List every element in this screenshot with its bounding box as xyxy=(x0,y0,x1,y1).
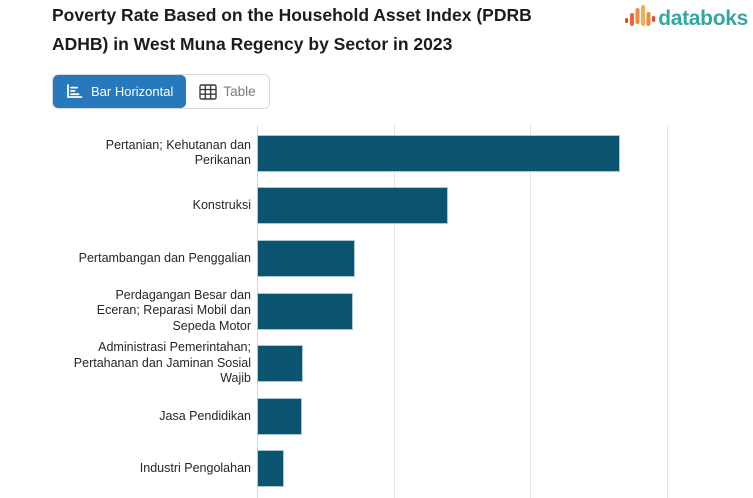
page-title: Poverty Rate Based on the Household Asse… xyxy=(52,1,612,59)
bar-track xyxy=(257,345,753,383)
bar-1[interactable] xyxy=(257,134,621,172)
bar-3[interactable] xyxy=(257,239,356,277)
bar-5[interactable] xyxy=(257,345,304,383)
horizontal-bar-chart: Pertanian; Kehutanan dan Perikanan Konstr… xyxy=(0,125,753,498)
chart-row: Administrasi Pemerintahan; Pertahanan da… xyxy=(0,337,753,390)
chart-row: Pertambangan dan Penggalian xyxy=(0,232,753,285)
bar-horizontal-view-label: Bar Horizontal xyxy=(91,84,174,99)
page-title-line-2: ADHB) in West Muna Regency by Sector in … xyxy=(52,34,453,54)
chart-row: Jasa Pendidikan xyxy=(0,390,753,443)
bar-track xyxy=(257,292,753,330)
bar-track xyxy=(257,187,753,225)
category-label: Pertanian; Kehutanan dan Perikanan xyxy=(105,137,251,168)
waveform-bars-icon xyxy=(625,5,656,32)
bar-7[interactable] xyxy=(257,450,285,488)
gridline xyxy=(530,125,532,498)
bar-track xyxy=(257,239,753,277)
view-toggle-group: Bar Horizontal Table xyxy=(52,74,270,109)
databoks-logo[interactable]: databoks xyxy=(625,5,748,32)
category-label: Pertambangan dan Penggalian xyxy=(78,250,251,265)
gridline xyxy=(393,125,395,498)
category-label: Administrasi Pemerintahan; Pertahanan da… xyxy=(73,340,251,386)
category-label: Konstruksi xyxy=(192,198,251,213)
brand-name: databoks xyxy=(658,6,748,30)
gridline xyxy=(666,125,668,498)
bar-4[interactable] xyxy=(257,292,353,330)
bar-horizontal-chart-icon xyxy=(66,84,83,99)
category-label: Perdagangan Besar dan Eceran; Reparasi M… xyxy=(96,287,251,333)
bar-6[interactable] xyxy=(257,397,303,435)
chart-rows: Pertanian; Kehutanan dan Perikanan Konstr… xyxy=(0,127,753,495)
chart-row: Perdagangan Besar dan Eceran; Reparasi M… xyxy=(0,285,753,338)
chart-row: Pertanian; Kehutanan dan Perikanan xyxy=(0,127,753,180)
category-label: Jasa Pendidikan xyxy=(159,408,251,423)
bar-track xyxy=(257,397,753,435)
bar-track xyxy=(257,134,753,172)
chart-row: Konstruksi xyxy=(0,180,753,233)
page-title-line-1: Poverty Rate Based on the Household Asse… xyxy=(52,5,532,25)
chart-row: Industri Pengolahan xyxy=(0,443,753,496)
category-label: Industri Pengolahan xyxy=(139,461,251,476)
bar-2[interactable] xyxy=(257,187,449,225)
bar-horizontal-view-button[interactable]: Bar Horizontal xyxy=(53,75,187,108)
bar-track xyxy=(257,450,753,488)
table-view-label: Table xyxy=(223,84,256,99)
table-grid-icon xyxy=(199,83,218,100)
table-view-button[interactable]: Table xyxy=(186,75,269,108)
